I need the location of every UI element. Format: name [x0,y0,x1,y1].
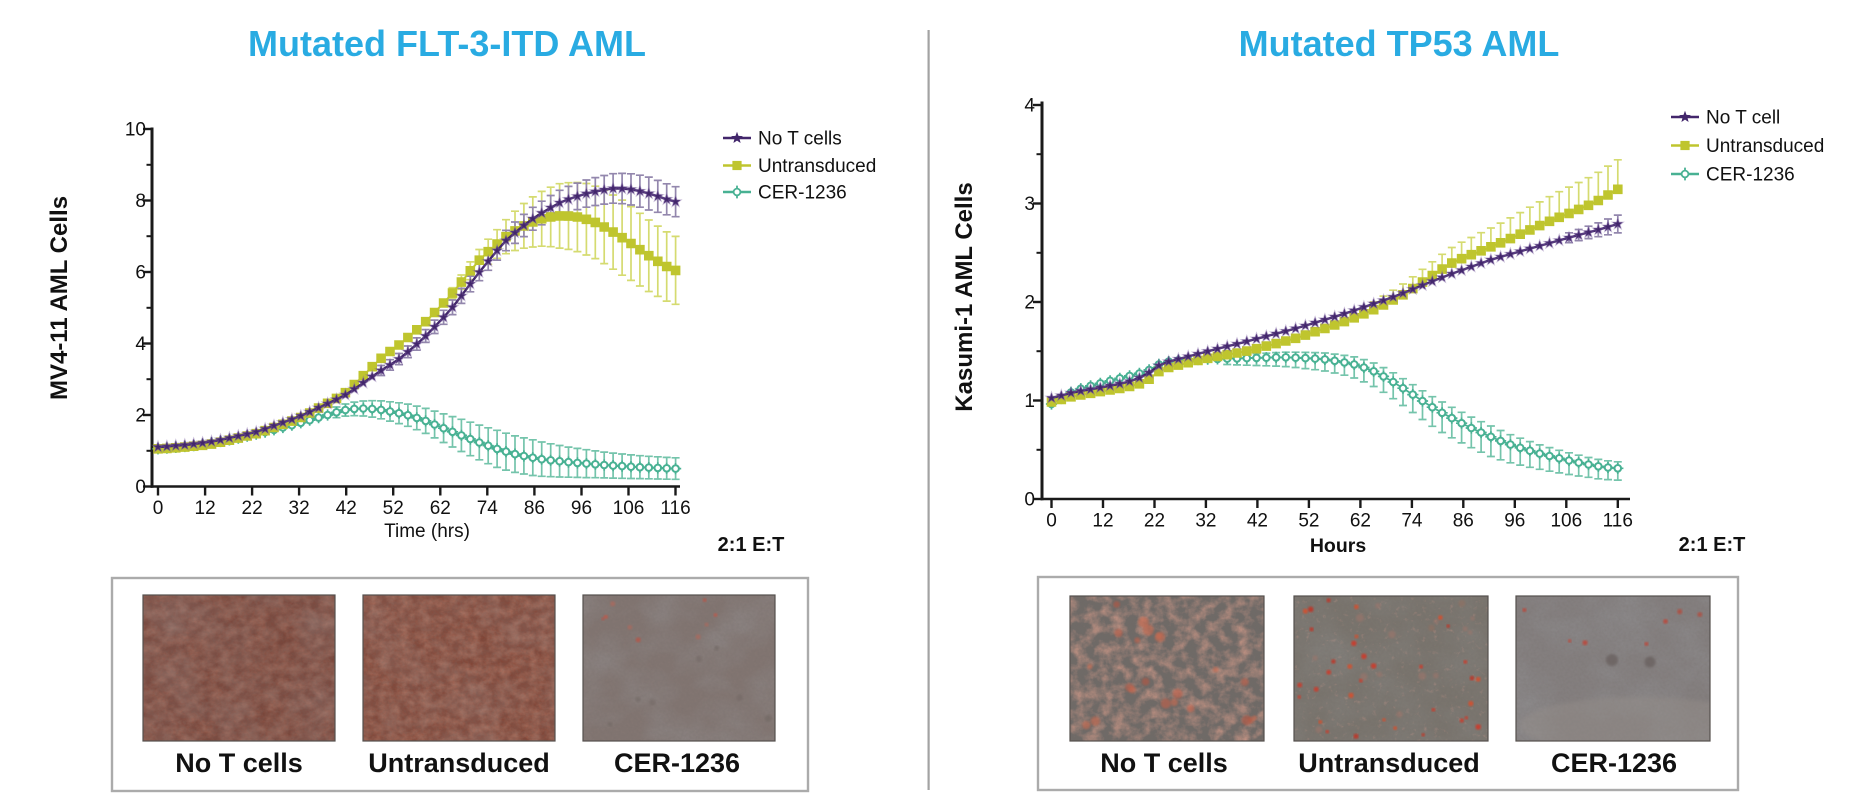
svg-text:2: 2 [135,406,146,427]
svg-text:10: 10 [125,120,146,141]
svg-text:CER-1236: CER-1236 [1706,165,1795,186]
svg-text:32: 32 [289,498,310,519]
svg-text:106: 106 [613,498,645,519]
svg-text:32: 32 [1195,511,1216,532]
svg-text:116: 116 [1603,511,1633,532]
svg-text:Mutated TP53 AML: Mutated TP53 AML [1239,23,1560,64]
svg-text:Mutated FLT-3-ITD AML: Mutated FLT-3-ITD AML [248,23,646,64]
svg-text:1: 1 [1024,391,1035,412]
svg-text:No T cells: No T cells [758,129,842,150]
svg-text:12: 12 [195,498,216,519]
svg-text:Untransduced: Untransduced [758,156,876,177]
svg-text:22: 22 [1144,511,1165,532]
svg-text:6: 6 [135,263,146,284]
svg-text:22: 22 [242,498,263,519]
svg-text:Kasumi-1 AML Cells: Kasumi-1 AML Cells [951,182,978,411]
svg-text:42: 42 [336,498,357,519]
svg-text:No T cell: No T cell [1706,108,1780,129]
svg-text:96: 96 [571,498,592,519]
svg-text:MV4-11 AML Cells: MV4-11 AML Cells [46,196,73,400]
svg-text:4: 4 [135,334,146,355]
svg-text:2: 2 [1024,293,1035,314]
svg-text:0: 0 [1024,490,1035,511]
svg-text:62: 62 [430,498,451,519]
svg-text:86: 86 [524,498,545,519]
svg-text:Untransduced: Untransduced [1706,136,1824,157]
svg-text:74: 74 [477,498,499,519]
svg-text:116: 116 [660,498,690,519]
svg-text:86: 86 [1453,511,1474,532]
svg-text:CER-1236: CER-1236 [758,183,847,204]
svg-text:Untransduced: Untransduced [368,748,550,778]
svg-text:3: 3 [1024,194,1035,215]
svg-text:74: 74 [1401,511,1423,532]
svg-text:0: 0 [1046,511,1057,532]
svg-text:8: 8 [135,191,146,212]
svg-text:0: 0 [153,498,164,519]
svg-text:No T cells: No T cells [175,748,303,778]
svg-text:42: 42 [1247,511,1268,532]
svg-text:Hours: Hours [1310,535,1366,557]
svg-text:62: 62 [1350,511,1371,532]
svg-text:No T cells: No T cells [1100,748,1228,778]
svg-text:106: 106 [1550,511,1582,532]
svg-text:Untransduced: Untransduced [1298,748,1480,778]
svg-text:CER-1236: CER-1236 [614,748,740,778]
svg-text:96: 96 [1504,511,1525,532]
svg-text:4: 4 [1024,96,1035,117]
svg-text:Time (hrs): Time (hrs) [384,521,470,542]
svg-text:2:1 E:T: 2:1 E:T [718,534,785,556]
svg-text:52: 52 [383,498,404,519]
svg-text:CER-1236: CER-1236 [1551,748,1677,778]
svg-text:0: 0 [135,477,146,498]
svg-text:2:1 E:T: 2:1 E:T [1679,534,1746,556]
svg-text:52: 52 [1298,511,1319,532]
svg-text:12: 12 [1092,511,1113,532]
